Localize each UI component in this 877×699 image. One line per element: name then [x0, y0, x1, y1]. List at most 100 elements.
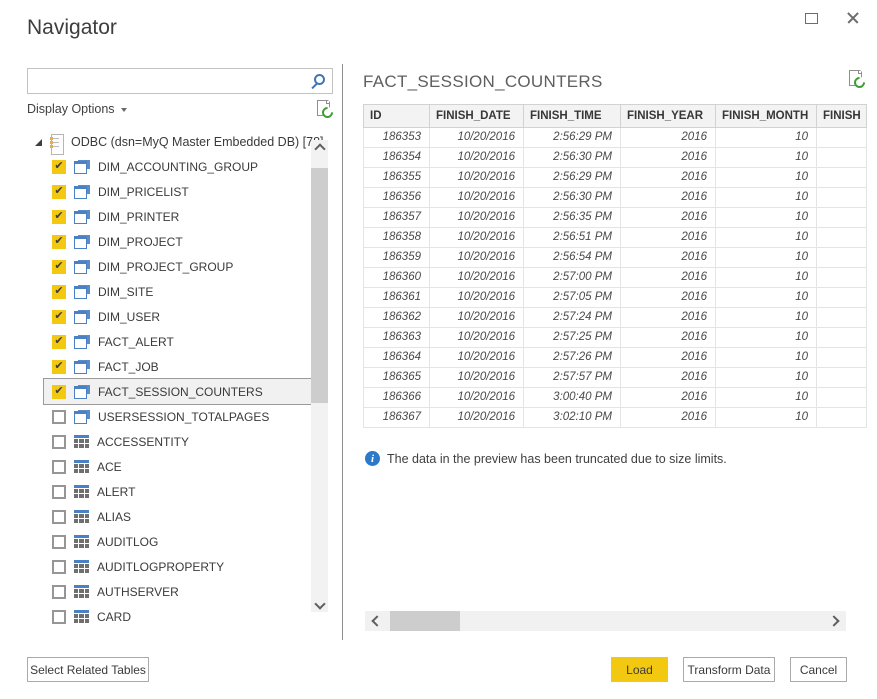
tree-item-fact_job[interactable]: FACT_JOB: [44, 354, 311, 379]
checkbox-checked[interactable]: [52, 359, 66, 374]
chevron-right-icon: [828, 615, 840, 627]
tree-item-card[interactable]: CARD: [44, 604, 311, 629]
expand-triangle-icon[interactable]: [35, 138, 42, 146]
table-cell: 10/20/2016: [429, 287, 524, 308]
tree-item-fact_alert[interactable]: FACT_ALERT: [44, 329, 311, 354]
table-cell: 186363: [363, 327, 430, 348]
table-cell: [816, 227, 867, 248]
load-button[interactable]: Load: [611, 657, 668, 682]
table-cell: 186365: [363, 367, 430, 388]
tree-item-usersession_totalpages[interactable]: USERSESSION_TOTALPAGES: [44, 404, 311, 429]
tree-item-alert[interactable]: ALERT: [44, 479, 311, 504]
tree-item-dim_project_group[interactable]: DIM_PROJECT_GROUP: [44, 254, 311, 279]
tree-item-label: ACE: [97, 459, 122, 474]
table-cell: 10: [715, 367, 817, 388]
tree-item-dim_pricelist[interactable]: DIM_PRICELIST: [44, 179, 311, 204]
tree-item-label: AUTHSERVER: [97, 584, 179, 599]
checkbox-unchecked[interactable]: [52, 409, 66, 424]
table-cell: 10/20/2016: [429, 367, 524, 388]
scroll-down-button[interactable]: [311, 595, 328, 612]
tree-item-label: CARD: [97, 609, 132, 624]
tree-scrollbar[interactable]: [311, 140, 328, 612]
table-cell: 2016: [620, 187, 716, 208]
checkbox-unchecked[interactable]: [52, 559, 66, 574]
table-cell: [816, 267, 867, 288]
checkbox-unchecked[interactable]: [52, 584, 66, 599]
scroll-up-button[interactable]: [311, 140, 328, 157]
tree-item-label: ALERT: [97, 484, 136, 499]
navigator-tree: ODBC (dsn=MyQ Master Embedded DB) [78] D…: [27, 130, 324, 629]
tree-item-dim_user[interactable]: DIM_USER: [44, 304, 311, 329]
table-cell: 3:00:40 PM: [523, 387, 621, 408]
checkbox-unchecked[interactable]: [52, 534, 66, 549]
view-icon: [74, 359, 90, 374]
checkbox-checked[interactable]: [52, 334, 66, 349]
table-cell: 186354: [363, 147, 430, 168]
table-cell: 2:56:29 PM: [523, 127, 621, 148]
tree-item-ace[interactable]: ACE: [44, 454, 311, 479]
checkbox-checked[interactable]: [52, 234, 66, 249]
chevron-down-icon: [120, 108, 127, 112]
table-cell: 3:02:10 PM: [523, 407, 621, 428]
tree-scrollbar-thumb[interactable]: [311, 168, 328, 403]
checkbox-checked[interactable]: [52, 309, 66, 324]
tree-item-label: DIM_PRINTER: [98, 209, 180, 224]
refresh-preview-icon[interactable]: [849, 69, 868, 91]
table-cell: 10/20/2016: [429, 387, 524, 408]
tree-item-fact_session_counters[interactable]: FACT_SESSION_COUNTERS: [43, 378, 312, 405]
tree-item-accessentity[interactable]: ACCESSENTITY: [44, 429, 311, 454]
transform-data-button[interactable]: Transform Data: [683, 657, 775, 682]
search-box[interactable]: [27, 68, 333, 94]
table-cell: 10: [715, 307, 817, 328]
tree-item-alias[interactable]: ALIAS: [44, 504, 311, 529]
checkbox-unchecked[interactable]: [52, 509, 66, 524]
view-icon: [74, 159, 90, 174]
search-input[interactable]: [32, 71, 308, 93]
table-row: 186357 10/20/2016 2:56:35 PM 2016 10: [363, 207, 867, 228]
table-cell: 2016: [620, 327, 716, 348]
table-row: 186364 10/20/2016 2:57:26 PM 2016 10: [363, 347, 867, 368]
refresh-list-icon[interactable]: [317, 99, 336, 121]
scroll-right-button[interactable]: [824, 611, 844, 631]
checkbox-checked[interactable]: [52, 284, 66, 299]
table-cell: 10/20/2016: [429, 307, 524, 328]
select-related-tables-button[interactable]: Select Related Tables: [27, 657, 149, 682]
tree-item-authserver[interactable]: AUTHSERVER: [44, 579, 311, 604]
pane-divider[interactable]: [342, 64, 343, 640]
display-options-dropdown[interactable]: Display Options: [27, 102, 127, 116]
horizontal-scrollbar-thumb[interactable]: [390, 611, 460, 631]
tree-item-dim_accounting_group[interactable]: DIM_ACCOUNTING_GROUP: [44, 154, 311, 179]
tree-root-odbc[interactable]: ODBC (dsn=MyQ Master Embedded DB) [78]: [27, 130, 324, 155]
checkbox-checked[interactable]: [52, 384, 66, 399]
search-icon[interactable]: [311, 74, 325, 88]
checkbox-checked[interactable]: [52, 259, 66, 274]
tree-item-dim_project[interactable]: DIM_PROJECT: [44, 229, 311, 254]
checkbox-unchecked[interactable]: [52, 434, 66, 449]
table-cell: [816, 167, 867, 188]
table-cell: [816, 387, 867, 408]
tree-item-dim_site[interactable]: DIM_SITE: [44, 279, 311, 304]
maximize-button[interactable]: [799, 8, 823, 28]
table-cell: 2016: [620, 127, 716, 148]
table-row: 186358 10/20/2016 2:56:51 PM 2016 10: [363, 227, 867, 248]
checkbox-checked[interactable]: [52, 209, 66, 224]
checkbox-checked[interactable]: [52, 184, 66, 199]
close-icon[interactable]: [841, 8, 865, 28]
table-cell: 10: [715, 147, 817, 168]
checkbox-unchecked[interactable]: [52, 484, 66, 499]
preview-horizontal-scrollbar[interactable]: [365, 611, 846, 631]
table-cell: [816, 247, 867, 268]
checkbox-unchecked[interactable]: [52, 609, 66, 624]
tree-item-auditlog[interactable]: AUDITLOG: [44, 529, 311, 554]
tree-item-dim_printer[interactable]: DIM_PRINTER: [44, 204, 311, 229]
column-header-finish_date: FINISH_DATE: [429, 104, 524, 128]
cancel-button[interactable]: Cancel: [790, 657, 847, 682]
scroll-left-button[interactable]: [367, 611, 387, 631]
tree-item-auditlogproperty[interactable]: AUDITLOGPROPERTY: [44, 554, 311, 579]
table-cell: 186364: [363, 347, 430, 368]
table-cell: 10: [715, 247, 817, 268]
checkbox-checked[interactable]: [52, 159, 66, 174]
checkbox-unchecked[interactable]: [52, 459, 66, 474]
table-icon: [74, 560, 89, 573]
tree-root-label: ODBC (dsn=MyQ Master Embedded DB) [78]: [71, 135, 324, 149]
